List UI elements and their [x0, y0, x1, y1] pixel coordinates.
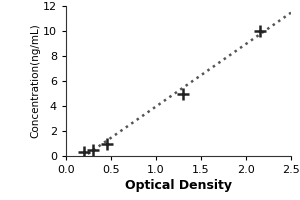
X-axis label: Optical Density: Optical Density — [125, 179, 232, 192]
Y-axis label: Concentration(ng/mL): Concentration(ng/mL) — [30, 24, 40, 138]
